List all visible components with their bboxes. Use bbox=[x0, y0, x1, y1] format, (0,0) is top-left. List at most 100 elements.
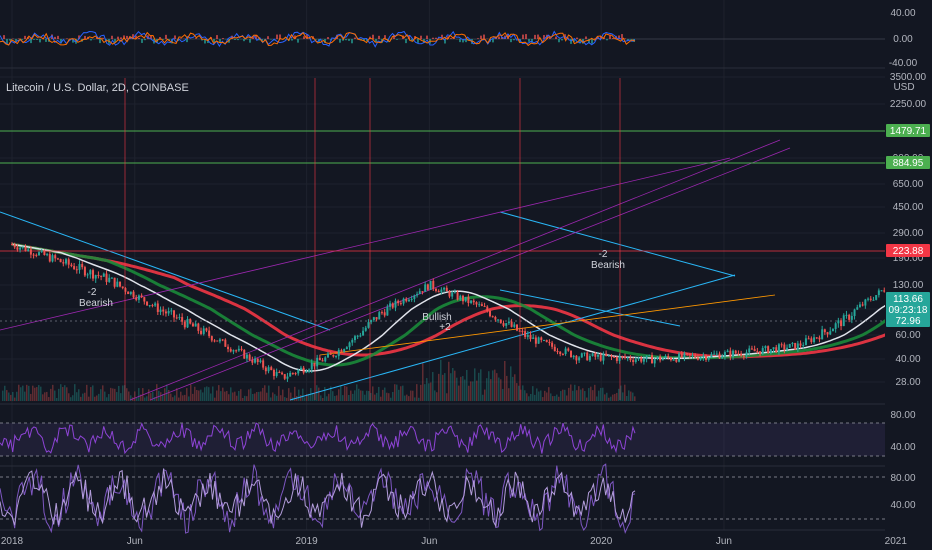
volume-bar bbox=[572, 390, 574, 401]
macd-hist-bar bbox=[366, 39, 368, 42]
candle-body bbox=[707, 357, 710, 360]
candle-body bbox=[813, 337, 816, 343]
candle-body bbox=[880, 290, 883, 292]
volume-bar bbox=[316, 385, 318, 401]
candle-body bbox=[92, 270, 95, 279]
candle-body bbox=[605, 353, 608, 356]
candle-body bbox=[542, 340, 545, 342]
volume-bar bbox=[262, 387, 264, 401]
candle-body bbox=[529, 335, 532, 340]
volume-bar bbox=[50, 388, 52, 401]
macd-hist-bar bbox=[9, 39, 11, 41]
volume-bar bbox=[478, 372, 480, 401]
macd-hist-bar bbox=[267, 36, 269, 39]
candle-body bbox=[678, 353, 681, 362]
candle-body bbox=[348, 342, 351, 348]
candle-body bbox=[645, 355, 648, 360]
rsi-band bbox=[0, 423, 885, 456]
candle-body bbox=[445, 287, 448, 292]
candle-body bbox=[494, 316, 497, 320]
macd-hist-bar bbox=[219, 39, 221, 44]
volume-bar bbox=[538, 391, 540, 401]
volume-bar bbox=[564, 389, 566, 401]
volume-bar bbox=[614, 393, 616, 401]
volume-bar bbox=[576, 390, 578, 401]
macd-hist-bar bbox=[204, 39, 206, 44]
macd-hist-bar bbox=[384, 35, 386, 39]
candle-body bbox=[110, 277, 113, 279]
candle-body bbox=[178, 317, 181, 319]
candle-body bbox=[624, 356, 627, 358]
candle-body bbox=[732, 350, 735, 357]
candle-body bbox=[737, 353, 740, 355]
volume-bar bbox=[408, 396, 410, 401]
candle-body bbox=[146, 301, 149, 306]
volume-bar bbox=[518, 385, 520, 401]
price-tick-label: 3500.00 bbox=[890, 72, 927, 83]
volume-bar bbox=[558, 396, 560, 401]
candle-body bbox=[626, 357, 629, 359]
volume-bar bbox=[130, 395, 132, 401]
candle-body bbox=[748, 348, 751, 353]
macd-hist-bar bbox=[174, 35, 176, 39]
volume-bar bbox=[608, 397, 610, 401]
candle-body bbox=[283, 374, 286, 379]
volume-bar bbox=[180, 391, 182, 401]
macd-hist-bar bbox=[462, 39, 464, 43]
volume-bar bbox=[418, 397, 420, 401]
macd-hist-bar bbox=[315, 39, 317, 40]
signal-line bbox=[0, 31, 636, 47]
candle-body bbox=[883, 290, 886, 292]
volume-bar bbox=[612, 394, 614, 401]
candle-body bbox=[235, 350, 238, 352]
candle-body bbox=[729, 350, 732, 357]
volume-bar bbox=[118, 385, 120, 401]
price-tick-label: 40.00 bbox=[895, 354, 920, 365]
macd-hist-bar bbox=[561, 39, 563, 41]
volume-bar bbox=[560, 391, 562, 401]
candle-body bbox=[640, 357, 643, 362]
macd-hist-bar bbox=[132, 34, 134, 39]
volume-bar bbox=[110, 387, 112, 401]
macd-hist-bar bbox=[528, 39, 530, 42]
macd-hist-bar bbox=[243, 39, 245, 42]
candle-body bbox=[526, 335, 529, 337]
symbol-title[interactable]: Litecoin / U.S. Dollar, 2D, COINBASE bbox=[6, 82, 189, 94]
volume-bar bbox=[336, 395, 338, 401]
volume-bar bbox=[504, 360, 506, 401]
volume-bar bbox=[64, 385, 66, 401]
volume-bar bbox=[402, 385, 404, 401]
candle-body bbox=[40, 250, 43, 253]
annotation-bearish-1: Bearish bbox=[79, 298, 113, 309]
candle-body bbox=[483, 306, 486, 308]
candle-body bbox=[19, 247, 22, 250]
candle-body bbox=[380, 312, 383, 314]
candle-body bbox=[394, 300, 397, 308]
volume-bar bbox=[24, 391, 26, 401]
channel-upper-line bbox=[0, 211, 331, 331]
macd-tick-label: -40.00 bbox=[889, 58, 918, 69]
candle-body bbox=[537, 337, 540, 344]
price-tick-label: 130.00 bbox=[893, 280, 924, 291]
volume-bar bbox=[152, 391, 154, 401]
candle-body bbox=[272, 370, 275, 376]
macd-hist-bar bbox=[525, 34, 527, 39]
macd-hist-bar bbox=[630, 39, 632, 40]
volume-bar bbox=[298, 389, 300, 401]
volume-bar bbox=[446, 393, 448, 401]
volume-bar bbox=[280, 395, 282, 401]
candle-body bbox=[389, 303, 392, 307]
price-badge-label: 223.88 bbox=[893, 246, 924, 257]
macd-hist-bar bbox=[3, 35, 5, 39]
macd-hist-bar bbox=[459, 39, 461, 43]
candle-body bbox=[472, 300, 475, 303]
macd-hist-bar bbox=[258, 39, 260, 41]
volume-bar bbox=[172, 397, 174, 401]
volume-bar bbox=[140, 394, 142, 401]
candle-body bbox=[59, 259, 62, 263]
candle-body bbox=[67, 259, 70, 265]
macd-hist-bar bbox=[147, 35, 149, 39]
candle-body bbox=[332, 354, 335, 357]
candle-body bbox=[243, 349, 246, 359]
